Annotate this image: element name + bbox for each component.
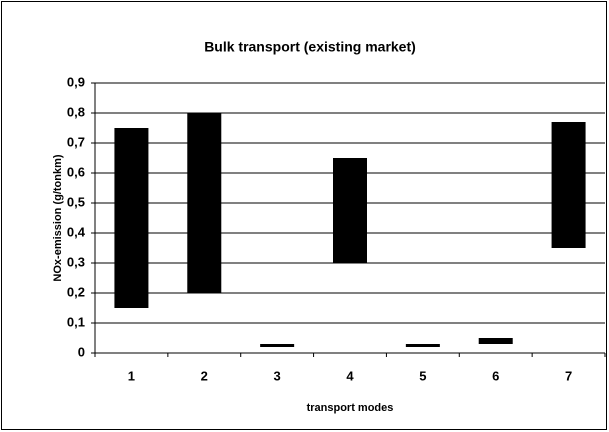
bar [187,113,222,293]
y-tick-label: 0,4 [67,224,86,239]
y-tick-label: 0,3 [67,254,85,269]
x-tick-label: 4 [346,368,354,383]
y-tick-label: 0,8 [67,104,85,119]
y-tick-label: 0,5 [67,194,85,209]
y-axis-title: NOx-emission (g/tonkm) [52,154,64,281]
x-tick-label: 5 [419,368,426,383]
chart-title: Bulk transport (existing market) [204,39,416,55]
y-tick-label: 0,6 [67,164,85,179]
bar [551,122,586,248]
x-tick-label: 2 [201,368,208,383]
bar [478,338,513,344]
y-tick-label: 0,9 [67,74,85,89]
y-tick-label: 0,1 [67,314,85,329]
x-tick-label: 1 [128,368,135,383]
bar [405,344,440,347]
y-tick-label: 0,7 [67,134,85,149]
y-tick-label: 0 [78,344,85,359]
x-tick-label: 6 [492,368,499,383]
y-tick-label: 0,2 [67,284,85,299]
x-tick-label: 7 [565,368,572,383]
bar [114,128,149,308]
bar [333,158,367,263]
bar [260,344,295,347]
x-axis-title: transport modes [307,402,394,414]
x-tick-label: 3 [274,368,281,383]
